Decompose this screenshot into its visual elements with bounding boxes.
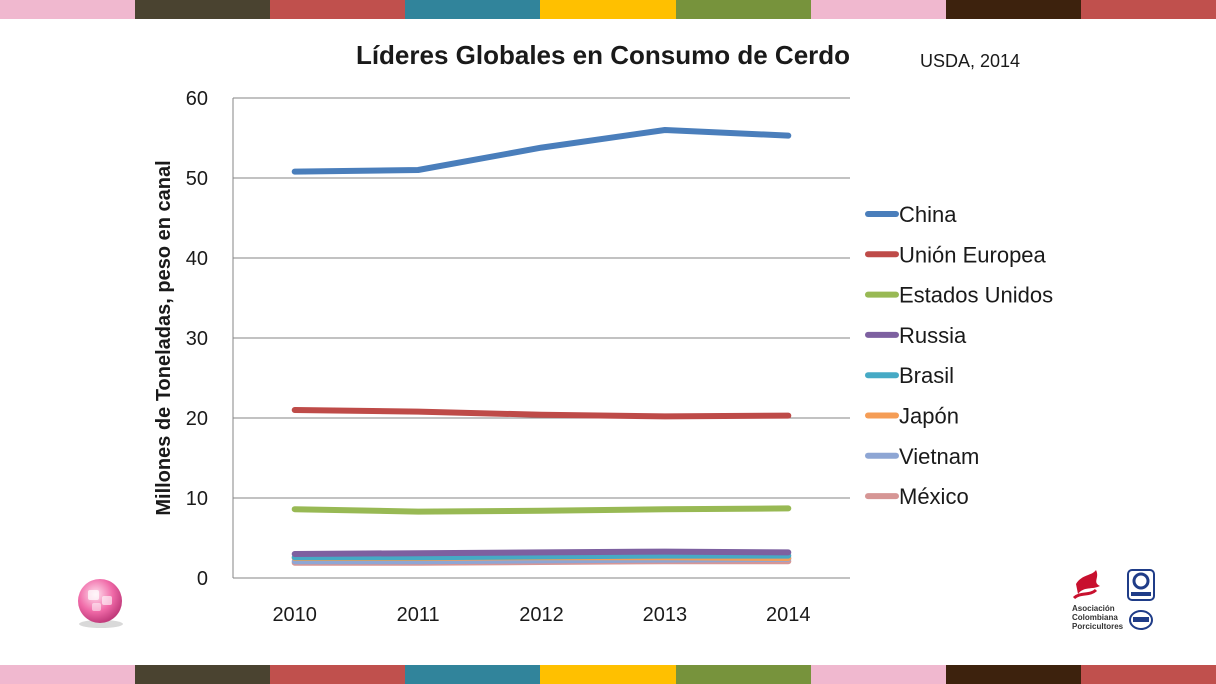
y-tick-label: 20	[186, 408, 208, 430]
y-tick-label: 30	[186, 328, 208, 350]
x-tick-labels: 2010 2011 2012 2013 2014	[272, 604, 810, 626]
chart-title: Líderes Globales en Consumo de Cerdo	[356, 40, 850, 70]
x-tick-label: 2011	[397, 604, 440, 626]
x-tick-label: 2014	[766, 604, 811, 626]
y-tick-label: 0	[197, 568, 208, 590]
stripe-segment	[405, 0, 541, 19]
y-tick-label: 40	[186, 248, 208, 270]
stripe-segment	[945, 665, 1081, 684]
legend-label: Japón	[899, 404, 959, 429]
legend-label: Brasil	[899, 363, 954, 388]
association-logo-icon	[1072, 569, 1155, 630]
x-tick-label: 2013	[643, 604, 688, 626]
stripe-segment	[270, 665, 406, 684]
stripe-segment	[945, 0, 1081, 19]
y-tick-labels: 0 10 20 30 40 50 60	[186, 88, 208, 590]
legend: China Unión Europea Estados Unidos Russia Br…	[865, 202, 1053, 509]
legend-label: Russia	[899, 323, 967, 348]
series-line	[291, 505, 792, 515]
stripe-segment	[1080, 0, 1216, 19]
stripe-segment	[810, 0, 946, 19]
stripe-segment	[540, 665, 676, 684]
y-tick-label: 10	[186, 488, 208, 510]
stripe-segment	[675, 0, 811, 19]
stripe-segment	[135, 665, 271, 684]
association-name: Asociación Colombiana Porcicultores	[1072, 604, 1123, 631]
y-tick-label: 50	[186, 168, 208, 190]
series-line	[291, 127, 792, 175]
stripe-segment	[135, 0, 271, 19]
stripe-segment	[270, 0, 406, 19]
legend-label: Estados Unidos	[899, 283, 1053, 308]
chart-source: USDA, 2014	[920, 51, 1020, 71]
gridlines	[232, 97, 850, 579]
association-name-line: Colombiana	[1072, 613, 1118, 622]
x-tick-label: 2012	[519, 604, 564, 626]
legend-label: Vietnam	[899, 444, 979, 469]
series-line	[291, 552, 792, 561]
stripe-segment	[540, 0, 676, 19]
top-color-stripe	[0, 0, 1216, 19]
y-tick-label: 60	[186, 88, 208, 110]
series-lines	[291, 127, 792, 566]
stripe-segment	[675, 665, 811, 684]
legend-label: China	[899, 202, 957, 227]
association-name-line: Asociación	[1072, 604, 1115, 613]
legend-label: México	[899, 484, 969, 509]
stripe-segment	[405, 665, 541, 684]
stripe-segment	[810, 665, 946, 684]
stripe-segment	[0, 0, 136, 19]
pink-sphere-icon	[78, 579, 123, 628]
stripe-segment	[0, 665, 136, 684]
series-line	[291, 548, 792, 557]
stripe-segment	[1080, 665, 1216, 684]
association-name-line: Porcicultores	[1072, 622, 1124, 631]
x-tick-label: 2010	[272, 604, 317, 626]
y-axis-title: Millones de Toneladas, peso en canal	[153, 160, 175, 515]
legend-label: Unión Europea	[899, 242, 1047, 267]
series-line	[291, 407, 792, 420]
bottom-color-stripe	[0, 665, 1216, 684]
